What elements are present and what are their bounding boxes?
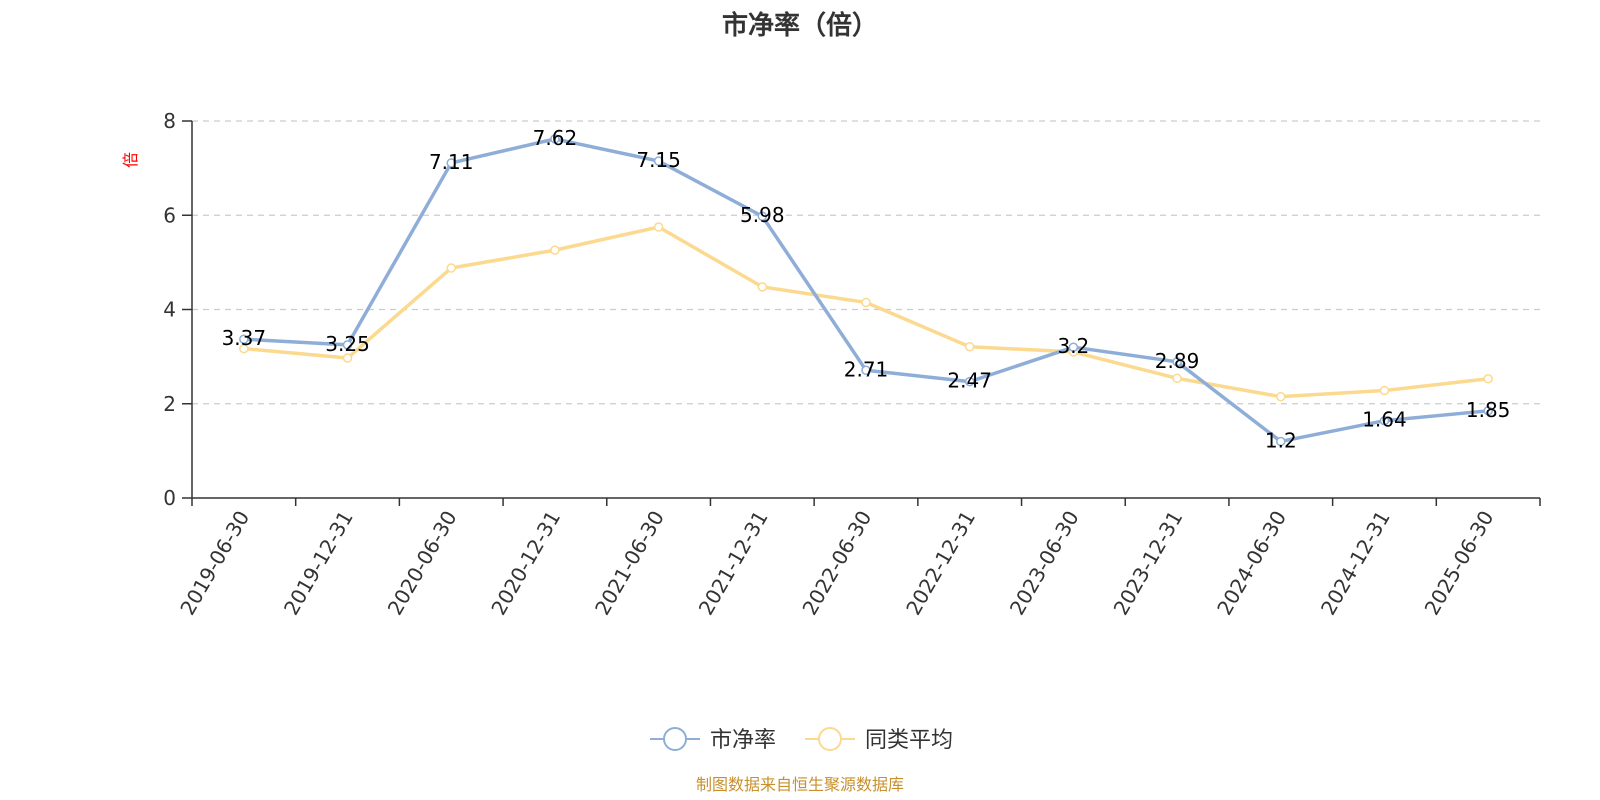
series-0	[239, 134, 1493, 447]
x-tick-label-5: 2021-12-31	[694, 507, 773, 620]
series-0-point-6[interactable]	[861, 365, 871, 376]
series-0-point-9[interactable]	[1172, 357, 1182, 367]
data-labels: 3.37 3.25 7.11 7.62 7.15 5.98 2.71 2.47 3.2 2.89 1…	[222, 126, 1511, 453]
data-label-6: 2.71	[844, 357, 889, 381]
legend-label-1: 同类平均	[865, 728, 953, 753]
series-0-point-8[interactable]	[1068, 342, 1079, 352]
data-source-note: 制图数据来自恒生聚源数据库	[696, 775, 904, 794]
series-0-point-10[interactable]	[1276, 436, 1286, 447]
data-label-8: 3.2	[1057, 334, 1089, 358]
series-0-point-1[interactable]	[342, 340, 353, 350]
data-label-11: 1.64	[1362, 408, 1407, 432]
legend[interactable]: 市净率 同类平均	[650, 727, 953, 753]
data-label-1: 3.25	[325, 332, 370, 356]
y-tick-label-1: 2	[163, 392, 176, 416]
series-1-point-0[interactable]	[239, 343, 249, 354]
series-1-point-11[interactable]	[1379, 385, 1390, 396]
series-1-point-9[interactable]	[1172, 373, 1182, 384]
legend-label-0: 市净率	[710, 728, 776, 753]
data-label-12: 1.85	[1466, 398, 1511, 422]
series-1-point-5[interactable]	[757, 282, 768, 292]
series-0-point-5[interactable]	[757, 211, 768, 221]
series-1-point-6[interactable]	[861, 297, 871, 308]
x-tick-label-10: 2024-06-30	[1212, 507, 1291, 620]
x-tick-label-1: 2019-12-31	[279, 507, 358, 620]
grid-lines	[192, 120, 1540, 405]
data-label-5: 5.98	[740, 203, 785, 227]
series-1-point-7[interactable]	[964, 341, 975, 352]
data-label-2: 7.11	[429, 150, 474, 174]
legend-item-1[interactable]: 同类平均	[805, 727, 953, 753]
series-1-point-2[interactable]	[446, 263, 456, 273]
data-label-4: 7.15	[636, 148, 681, 172]
x-tick-label-4: 2021-06-30	[590, 507, 669, 620]
y-tick-label-2: 4	[163, 298, 176, 322]
series-layer	[239, 134, 1493, 447]
x-tick-label-9: 2023-12-31	[1109, 507, 1188, 620]
y-tick-label-4: 8	[163, 109, 176, 133]
legend-swatch-marker-0	[663, 727, 687, 751]
data-label-0: 3.37	[222, 326, 267, 350]
chart-title: 市净率（倍）	[722, 10, 878, 41]
x-tick-label-8: 2023-06-30	[1005, 507, 1084, 620]
series-0-point-11[interactable]	[1379, 415, 1390, 426]
x-tick-label-0: 2019-06-30	[175, 507, 254, 620]
y-tick-label-0: 0	[163, 486, 176, 510]
x-tick-label-6: 2022-06-30	[797, 507, 876, 620]
y-tick-label-3: 6	[163, 203, 176, 227]
x-tick-label-7: 2022-12-31	[901, 507, 980, 620]
series-1-point-4[interactable]	[653, 222, 664, 232]
y-axis-unit-label: 倍	[121, 152, 140, 168]
legend-swatch-marker-1	[818, 727, 842, 751]
x-axis: 2019-06-30 2019-12-31 2020-06-30 2020-12-31…	[175, 497, 1541, 620]
series-0-point-7[interactable]	[964, 376, 975, 387]
series-0-point-0[interactable]	[239, 334, 249, 344]
series-0-point-12[interactable]	[1483, 406, 1493, 416]
data-label-10: 1.2	[1265, 428, 1297, 452]
series-0-point-4[interactable]	[653, 156, 664, 166]
y-axis: 0 2 4 6 8	[163, 109, 193, 510]
series-1-point-10[interactable]	[1276, 391, 1286, 402]
x-tick-label-12: 2025-06-30	[1420, 507, 1499, 620]
data-label-3: 7.62	[533, 126, 578, 150]
data-label-7: 2.47	[947, 369, 992, 393]
series-1-point-3[interactable]	[550, 245, 560, 255]
legend-item-0[interactable]: 市净率	[650, 727, 776, 753]
x-tick-label-3: 2020-12-31	[486, 507, 565, 620]
series-1-point-1[interactable]	[342, 353, 353, 363]
series-1-point-12[interactable]	[1483, 374, 1493, 384]
x-tick-label-11: 2024-12-31	[1316, 507, 1395, 620]
series-0-point-3[interactable]	[550, 134, 560, 144]
x-tick-label-2: 2020-06-30	[383, 507, 462, 620]
data-label-9: 2.89	[1155, 349, 1200, 373]
series-0-point-2[interactable]	[446, 158, 456, 168]
